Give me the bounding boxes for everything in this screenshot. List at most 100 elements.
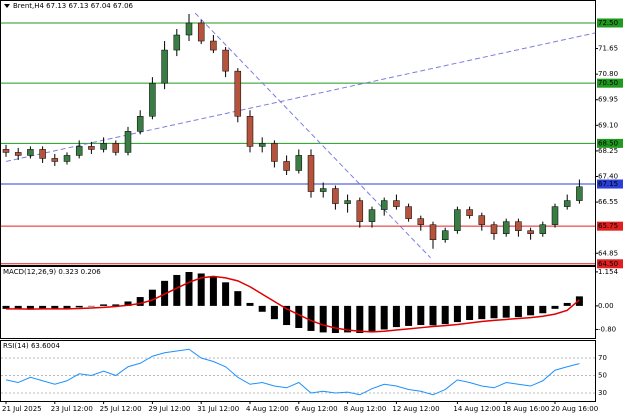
macd-bar (295, 305, 303, 328)
macd-bar (246, 302, 254, 306)
candle-body (478, 215, 486, 225)
level-label-box (597, 259, 623, 269)
candle-body (539, 224, 547, 234)
candle-body (124, 131, 132, 153)
rsi-title: RSI(14) 63.6004 (3, 342, 60, 350)
macd-bar (344, 305, 352, 333)
x-tick-label: 8 Aug 12:00 (344, 405, 387, 413)
main-panel (0, 0, 596, 266)
candle-body (149, 82, 156, 117)
x-tick-label: 31 Jul 12:00 (197, 405, 239, 413)
macd-bar (356, 305, 364, 333)
macd-bar (319, 305, 327, 333)
x-tick-label: 14 Aug 12:00 (453, 405, 500, 413)
y-tick-label: 69.95 (598, 96, 618, 104)
candle-body (454, 209, 461, 231)
level-label-box (597, 78, 623, 88)
macd-bar (124, 301, 132, 306)
candle-body (14, 152, 22, 156)
macd-bar (14, 305, 22, 310)
y-tick-label: 64.85 (598, 249, 618, 257)
macd-bar (136, 297, 144, 306)
candle-body (185, 22, 193, 36)
candle-body (75, 146, 83, 156)
trendline (194, 12, 431, 259)
macd-bar (234, 291, 242, 306)
menu-arrow[interactable] (4, 4, 10, 8)
macd-bar (209, 276, 217, 306)
x-tick-label: 23 Jul 12:00 (51, 405, 93, 413)
macd-bar (51, 305, 59, 310)
candle-body (502, 221, 510, 234)
y-tick-label: 69.10 (598, 121, 618, 129)
level-label-box (597, 179, 623, 189)
candle-body (234, 70, 242, 117)
x-tick-label: 21 Jul 2025 (2, 405, 42, 413)
candle-body (173, 34, 181, 51)
candle-body (39, 149, 46, 159)
candle-body (161, 49, 168, 84)
candle-body (527, 230, 534, 234)
macd-tick-label: 1.154 (598, 268, 619, 276)
candle-body (222, 49, 229, 72)
candle-body (332, 188, 339, 204)
macd-bar (100, 304, 108, 306)
candle-body (429, 224, 437, 240)
macd-bar (270, 305, 278, 320)
candle-body (283, 161, 290, 171)
macd-bar (112, 304, 120, 306)
candle-body (380, 200, 388, 210)
macd-bar (466, 305, 474, 321)
candle-body (551, 206, 559, 225)
candle-body (100, 143, 107, 150)
candle-body (2, 149, 10, 153)
x-tick-label: 29 Jul 12:00 (148, 405, 190, 413)
level-label-box (597, 18, 623, 28)
macd-bar (563, 302, 571, 306)
macd-bar (429, 305, 437, 326)
macd-tick-label: 0.00 (598, 302, 614, 310)
level-label: 65.75 (598, 222, 618, 230)
candle-body (515, 221, 522, 231)
rsi-tick-label: 30 (598, 389, 607, 397)
candle-body (344, 200, 351, 204)
macd-bar (575, 296, 583, 306)
macd-bar (527, 305, 535, 316)
candle-body (258, 143, 266, 147)
level-label: 64.50 (598, 260, 618, 268)
macd-bar (222, 282, 230, 306)
x-tick-label: 4 Aug 12:00 (246, 405, 289, 413)
macd-bar (405, 305, 413, 326)
macd-bar (283, 305, 291, 326)
level-label: 70.50 (598, 79, 618, 87)
candle-body (136, 116, 144, 132)
macd-bar (417, 305, 425, 326)
macd-bar (173, 274, 181, 306)
macd-bar (39, 305, 47, 309)
macd-bar (502, 305, 510, 318)
macd-signal (6, 275, 580, 333)
x-tick-label: 25 Jul 12:00 (100, 405, 142, 413)
x-tick-label: 12 Aug 12:00 (392, 405, 439, 413)
candle-body (576, 186, 583, 201)
y-tick-label: 66.55 (598, 198, 618, 206)
macd-bar (478, 305, 486, 320)
level-label: 72.50 (598, 19, 618, 27)
macd-panel (0, 266, 596, 339)
trendline (5, 32, 596, 162)
rsi-panel (0, 340, 596, 402)
macd-bar (2, 305, 10, 309)
level-label: 68.50 (598, 139, 618, 147)
macd-bar (87, 305, 95, 307)
candle-body (51, 158, 59, 162)
level-label-box (597, 221, 623, 231)
x-tick-label: 6 Aug 12:00 (295, 405, 338, 413)
candle-body (466, 209, 473, 216)
candle-body (112, 143, 120, 153)
candle-body (295, 155, 303, 171)
rsi-tick-label: 70 (598, 354, 607, 362)
candle-body (405, 206, 412, 219)
macd-tick-label: -0.80 (598, 325, 616, 333)
level-label-box (597, 138, 623, 148)
